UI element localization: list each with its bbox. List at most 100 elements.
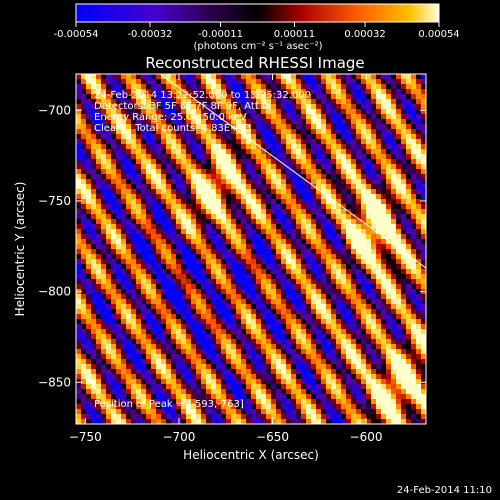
heatmap-cell xyxy=(411,369,416,374)
heatmap-cell xyxy=(161,404,166,409)
heatmap-cell xyxy=(151,164,156,169)
heatmap-cell xyxy=(276,394,281,399)
heatmap-cell xyxy=(96,269,101,274)
heatmap-cell xyxy=(201,359,206,364)
heatmap-cell xyxy=(311,109,316,114)
heatmap-cell xyxy=(96,234,101,239)
heatmap-cell xyxy=(146,404,151,409)
heatmap-cell xyxy=(416,294,421,299)
heatmap-cell xyxy=(76,374,81,379)
heatmap-cell xyxy=(116,404,121,409)
heatmap-cell xyxy=(371,379,376,384)
heatmap-cell xyxy=(256,264,261,269)
heatmap-cell xyxy=(76,239,81,244)
heatmap-cell xyxy=(416,199,421,204)
heatmap-cell xyxy=(216,319,221,324)
heatmap-cell xyxy=(231,189,236,194)
heatmap-cell xyxy=(271,319,276,324)
heatmap-cell xyxy=(311,174,316,179)
heatmap-cell xyxy=(121,79,126,84)
heatmap-cell xyxy=(266,264,271,269)
heatmap-cell xyxy=(416,89,421,94)
heatmap-cell xyxy=(156,399,161,404)
heatmap-cell xyxy=(236,294,241,299)
heatmap-cell xyxy=(371,274,376,279)
heatmap-cell xyxy=(191,179,196,184)
heatmap-cell xyxy=(381,314,386,319)
heatmap-cell xyxy=(121,119,126,124)
heatmap-cell xyxy=(211,214,216,219)
heatmap-cell xyxy=(106,284,111,289)
heatmap-cell xyxy=(201,89,206,94)
heatmap-cell xyxy=(81,204,86,209)
heatmap-cell xyxy=(356,84,361,89)
heatmap-cell xyxy=(336,194,341,199)
heatmap-cell xyxy=(401,304,406,309)
heatmap-cell xyxy=(116,244,121,249)
heatmap-cell xyxy=(361,74,366,79)
heatmap-cell xyxy=(156,354,161,359)
heatmap-cell xyxy=(276,209,281,214)
heatmap-cell xyxy=(356,284,361,289)
heatmap-cell xyxy=(396,294,401,299)
heatmap-cell xyxy=(236,334,241,339)
heatmap-cell xyxy=(271,119,276,124)
heatmap-cell xyxy=(206,204,211,209)
heatmap-cell xyxy=(241,409,246,414)
heatmap-cell xyxy=(206,399,211,404)
heatmap-cell xyxy=(346,144,351,149)
heatmap-cell xyxy=(76,254,81,259)
heatmap-cell xyxy=(246,389,251,394)
heatmap-cell xyxy=(231,239,236,244)
heatmap-cell xyxy=(356,414,361,419)
heatmap-cell xyxy=(141,154,146,159)
heatmap-cell xyxy=(291,254,296,259)
heatmap-cell xyxy=(151,314,156,319)
colorbar: -0.00054 -0.00032 -0.00011 0.00011 0.00032 0.… xyxy=(54,3,460,52)
heatmap-cell xyxy=(281,74,286,79)
heatmap-cell xyxy=(386,224,391,229)
heatmap-cell xyxy=(236,254,241,259)
heatmap-cell xyxy=(411,299,416,304)
heatmap-cell xyxy=(246,184,251,189)
heatmap-cell xyxy=(286,124,291,129)
heatmap-cell xyxy=(76,219,81,224)
heatmap-cell xyxy=(311,324,316,329)
heatmap-cell xyxy=(231,114,236,119)
heatmap-cell xyxy=(261,349,266,354)
heatmap-cell xyxy=(366,419,371,424)
heatmap-cell xyxy=(196,379,201,384)
heatmap-cell xyxy=(181,379,186,384)
heatmap-cell xyxy=(416,369,421,374)
heatmap-cell xyxy=(166,209,171,214)
heatmap-cell xyxy=(296,419,301,424)
heatmap-cell xyxy=(316,279,321,284)
heatmap-cell xyxy=(266,139,271,144)
heatmap-cell xyxy=(161,354,166,359)
heatmap-cell xyxy=(401,369,406,374)
heatmap-cell xyxy=(326,364,331,369)
heatmap-cell xyxy=(206,179,211,184)
heatmap-cell xyxy=(86,209,91,214)
heatmap-cell xyxy=(121,194,126,199)
heatmap-cell xyxy=(266,344,271,349)
heatmap-cell xyxy=(286,419,291,424)
heatmap-cell xyxy=(381,79,386,84)
heatmap-cell xyxy=(101,199,106,204)
heatmap-cell xyxy=(396,289,401,294)
heatmap-cell xyxy=(346,199,351,204)
heatmap-cell xyxy=(291,149,296,154)
heatmap-cell xyxy=(321,189,326,194)
heatmap-cell xyxy=(246,99,251,104)
heatmap-cell xyxy=(401,144,406,149)
heatmap-cell xyxy=(376,324,381,329)
heatmap-cell xyxy=(306,299,311,304)
heatmap-cell xyxy=(371,324,376,329)
heatmap-cell xyxy=(271,169,276,174)
heatmap-cell xyxy=(211,299,216,304)
heatmap-cell xyxy=(116,304,121,309)
heatmap-cell xyxy=(116,264,121,269)
heatmap-cell xyxy=(251,189,256,194)
heatmap-cell xyxy=(156,224,161,229)
